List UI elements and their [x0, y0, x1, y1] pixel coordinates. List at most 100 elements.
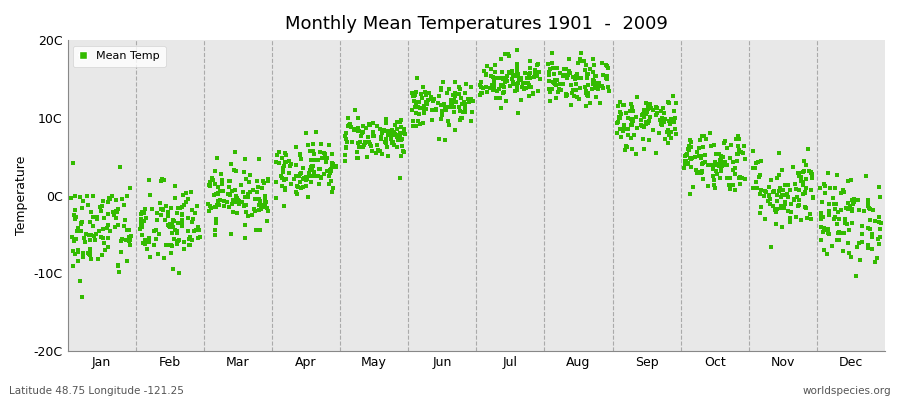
- Point: [669, 100, 683, 107]
- Point: [554, 81, 568, 87]
- Point: [432, 93, 446, 99]
- Point: [216, 188, 230, 195]
- Point: [292, 173, 306, 180]
- Point: [798, 189, 813, 196]
- Point: [745, 164, 760, 171]
- Point: [610, 130, 625, 136]
- Point: [172, 270, 186, 276]
- Point: [417, 102, 431, 109]
- Point: [617, 124, 632, 131]
- Point: [653, 108, 668, 114]
- Point: [796, 168, 810, 175]
- Point: [868, 259, 883, 265]
- Point: [408, 104, 422, 110]
- Point: [72, 194, 86, 200]
- Point: [171, 238, 185, 245]
- Point: [780, 191, 795, 198]
- Point: [447, 126, 462, 133]
- Point: [70, 225, 85, 232]
- Point: [461, 95, 475, 102]
- Point: [777, 187, 791, 194]
- Point: [600, 84, 615, 90]
- Point: [658, 116, 672, 122]
- Point: [710, 171, 724, 178]
- Point: [134, 222, 148, 228]
- Point: [351, 128, 365, 134]
- Point: [502, 53, 517, 60]
- Point: [101, 244, 115, 250]
- Point: [623, 108, 637, 114]
- Point: [117, 223, 131, 230]
- Point: [449, 99, 464, 105]
- Point: [324, 166, 338, 172]
- Point: [509, 60, 524, 67]
- Point: [418, 106, 433, 112]
- Point: [445, 100, 459, 106]
- Point: [772, 188, 787, 194]
- Point: [406, 93, 420, 99]
- Point: [222, 178, 237, 184]
- Point: [822, 201, 836, 207]
- Point: [358, 140, 373, 146]
- Point: [448, 79, 463, 85]
- Point: [409, 89, 423, 96]
- Point: [796, 179, 810, 186]
- Point: [610, 119, 625, 126]
- Point: [774, 205, 788, 212]
- Point: [169, 240, 184, 247]
- Point: [364, 148, 379, 154]
- Point: [613, 108, 627, 115]
- Point: [490, 88, 504, 95]
- Point: [763, 177, 778, 183]
- Point: [569, 86, 583, 93]
- Point: [478, 83, 492, 90]
- Point: [166, 218, 181, 224]
- Point: [497, 89, 511, 95]
- Point: [523, 75, 537, 82]
- Point: [514, 76, 528, 82]
- Point: [855, 230, 869, 237]
- Point: [83, 251, 97, 258]
- Point: [637, 146, 652, 152]
- Point: [410, 98, 424, 105]
- Point: [409, 103, 423, 110]
- Point: [242, 172, 256, 178]
- Point: [92, 228, 106, 234]
- Point: [260, 208, 274, 214]
- Point: [814, 215, 828, 222]
- Point: [169, 230, 184, 236]
- Point: [515, 84, 529, 90]
- Point: [722, 182, 736, 188]
- Point: [715, 163, 729, 169]
- Point: [522, 82, 536, 88]
- Point: [231, 201, 246, 208]
- Point: [181, 228, 195, 234]
- Point: [167, 183, 182, 189]
- Point: [494, 82, 508, 88]
- Point: [761, 192, 776, 198]
- Point: [627, 132, 642, 138]
- Point: [323, 170, 338, 176]
- Point: [406, 92, 420, 99]
- Point: [508, 72, 523, 79]
- Point: [626, 116, 640, 122]
- Point: [641, 103, 655, 110]
- Point: [304, 157, 319, 163]
- Point: [338, 133, 352, 140]
- Point: [783, 187, 797, 194]
- Point: [211, 184, 225, 190]
- Point: [500, 72, 515, 79]
- Point: [422, 90, 436, 96]
- Point: [802, 168, 816, 174]
- Point: [569, 73, 583, 80]
- Point: [836, 230, 850, 236]
- Point: [655, 122, 670, 129]
- Point: [658, 136, 672, 142]
- Point: [777, 205, 791, 212]
- Point: [428, 107, 443, 114]
- Point: [697, 176, 711, 182]
- Point: [595, 60, 609, 67]
- Point: [873, 226, 887, 232]
- Point: [832, 229, 846, 235]
- Point: [296, 165, 310, 171]
